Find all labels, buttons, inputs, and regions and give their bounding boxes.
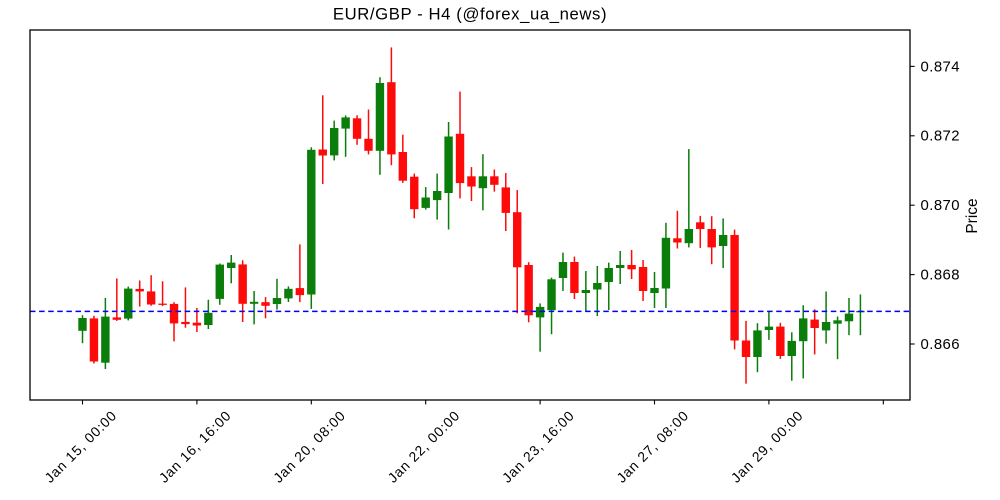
svg-text:EUR/GBP - H4 (@forex_ua_news): EUR/GBP - H4 (@forex_ua_news) (333, 5, 607, 24)
svg-text:0.866: 0.866 (921, 337, 961, 353)
svg-text:0.868: 0.868 (921, 268, 961, 284)
svg-text:Price: Price (964, 198, 981, 233)
svg-text:0.872: 0.872 (921, 129, 961, 145)
svg-text:0.870: 0.870 (921, 198, 961, 214)
svg-text:0.874: 0.874 (921, 59, 961, 75)
